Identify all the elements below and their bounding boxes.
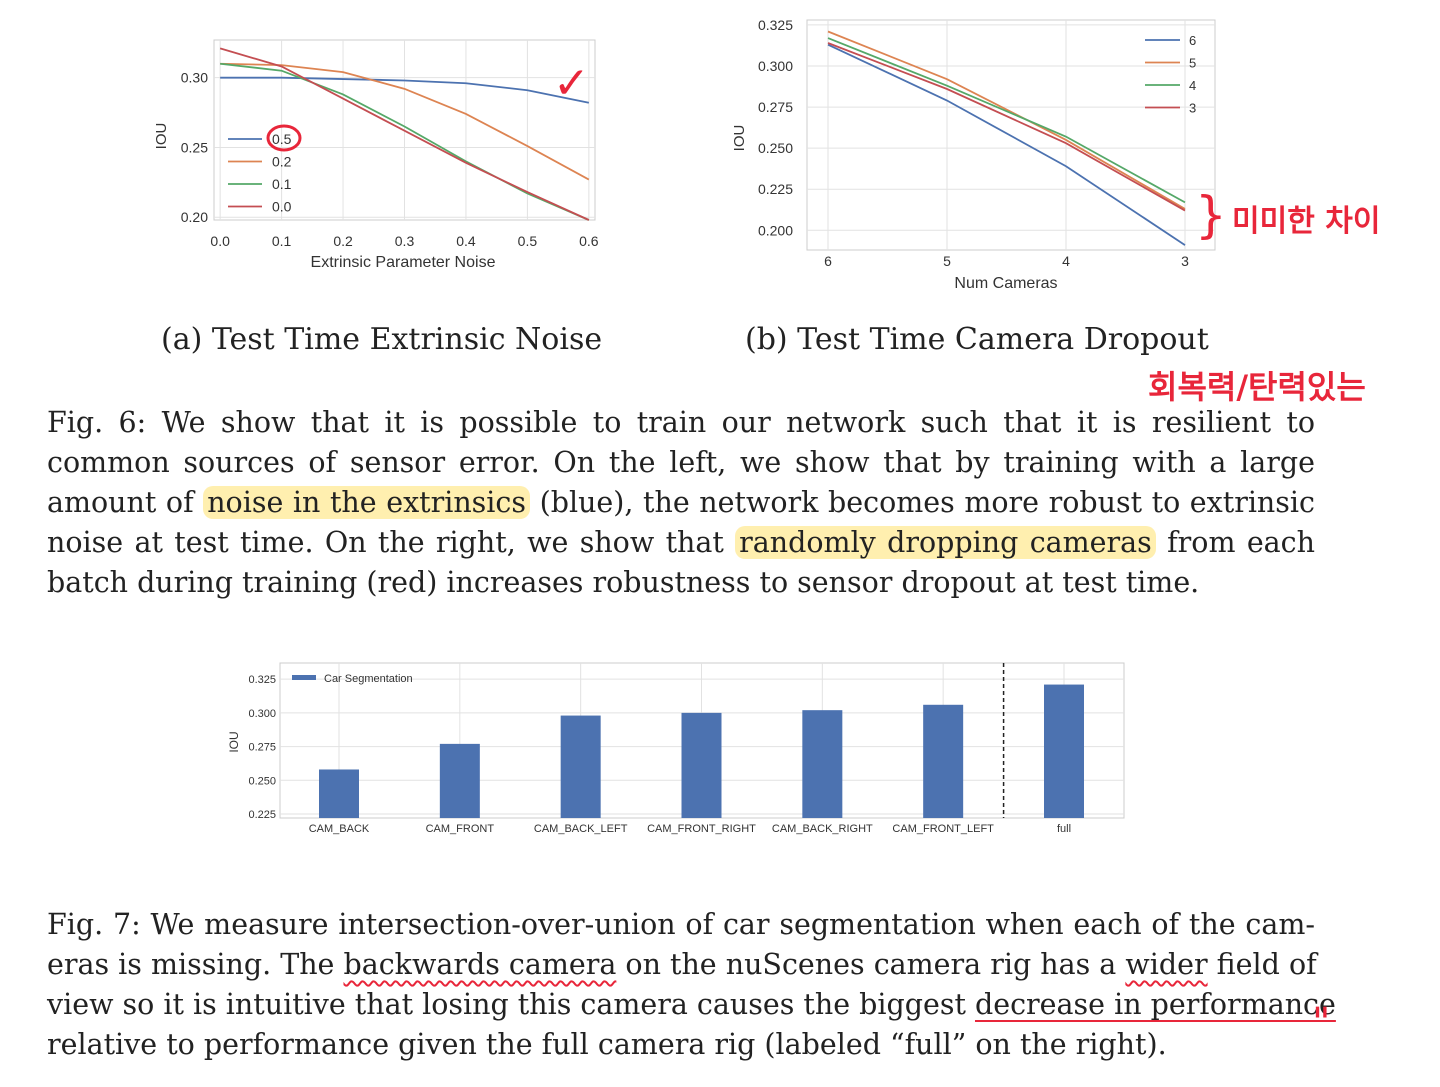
subcaption-a: (a) Test Time Extrinsic Noise xyxy=(161,322,603,357)
chart-extrinsic-noise: 0.0 0.1 0.2 0.3 0.4 0.5 0.6 0.20 0.25 0.30 0.5 0.2… xyxy=(153,39,599,271)
legend-label: 0.2 xyxy=(272,154,292,170)
x-tick-label: 3 xyxy=(1181,253,1189,269)
series-line-6 xyxy=(827,43,1186,246)
note-resilient: 회복력/탄력있는 xyxy=(1148,368,1366,406)
caption-line: view so it is intuitive that losing this… xyxy=(47,988,1336,1021)
y-tick-label: 0.325 xyxy=(248,674,276,686)
x-tick-label: CAM_BACK xyxy=(309,823,370,835)
checkmark-annotation: ✓ xyxy=(553,58,590,109)
y-axis-label: IOU xyxy=(227,731,241,752)
legend-circle-annotation xyxy=(266,124,302,152)
underline-wider: wider xyxy=(1125,948,1208,981)
bar-CAM_FRONT xyxy=(439,743,480,818)
y-tick-label: 0.275 xyxy=(758,99,793,115)
legend-swatch xyxy=(292,675,316,680)
legend-label: 3 xyxy=(1189,101,1196,116)
legend-label: 5 xyxy=(1189,56,1196,71)
caption-line: common sources of sensor error. On the l… xyxy=(47,446,1315,479)
series-line-0.0 xyxy=(219,47,590,221)
subcaption-b: (b) Test Time Camera Dropout xyxy=(745,322,1209,357)
legend-label: Car Segmentation xyxy=(324,673,413,685)
series-line-0.5 xyxy=(220,76,590,104)
series-line-0.2 xyxy=(220,62,590,181)
caption-line: eras is missing. The backwards camera on… xyxy=(47,948,1317,981)
y-tick-label: 0.200 xyxy=(758,222,793,238)
note-small-difference: 미미한 차이 xyxy=(1232,204,1381,239)
x-tick-label: 0.0 xyxy=(210,233,230,249)
highlight-dropping-cameras: randomly dropping cameras xyxy=(735,526,1156,559)
x-tick-label: CAM_FRONT xyxy=(426,823,495,835)
series-line-0.1 xyxy=(220,62,590,221)
brace-annotation: } xyxy=(1195,186,1227,244)
bar-CAM_FRONT_RIGHT xyxy=(681,712,722,818)
caption-line: amount of noise in the extrinsics (blue)… xyxy=(47,486,1315,519)
caption-line: batch during training (red) increases ro… xyxy=(47,566,1200,599)
y-tick-label: 0.250 xyxy=(758,140,793,156)
quote-marks-annotation: " xyxy=(1312,1000,1331,1046)
bar-CAM_BACK_RIGHT xyxy=(802,710,843,818)
x-tick-label: 0.3 xyxy=(395,233,415,249)
underline-decrease-performance: decrease in performance xyxy=(974,988,1336,1021)
fig7-caption: Fig. 7: We measure intersection-over-uni… xyxy=(47,905,1336,1065)
caption-line: relative to performance given the full c… xyxy=(47,1028,1167,1061)
y-tick-label: 0.20 xyxy=(181,209,208,225)
bar-CAM_FRONT_LEFT xyxy=(923,704,964,818)
series-line-3 xyxy=(827,42,1186,212)
fig6-caption: Fig. 6: We show that it is possible to t… xyxy=(47,403,1315,603)
y-tick-label: 0.250 xyxy=(248,775,276,787)
highlight-extrinsics-noise: noise in the extrinsics xyxy=(203,486,531,519)
x-axis-label: Extrinsic Parameter Noise xyxy=(311,254,496,271)
x-tick-label: 0.2 xyxy=(333,233,353,249)
x-tick-label: 6 xyxy=(824,253,832,269)
caption-line: noise at test time. On the right, we sho… xyxy=(47,526,1315,559)
y-tick-label: 0.275 xyxy=(248,742,276,754)
y-tick-label: 0.30 xyxy=(181,70,208,86)
x-tick-label: CAM_BACK_LEFT xyxy=(534,823,628,835)
legend-label: 0.1 xyxy=(272,176,292,192)
x-tick-label: CAM_BACK_RIGHT xyxy=(772,823,873,835)
x-tick-label: 0.6 xyxy=(579,233,599,249)
legend-label: 0.0 xyxy=(272,199,292,215)
caption-line: Fig. 7: We measure intersection-over-uni… xyxy=(47,908,1315,941)
chart-camera-missing-bar: CAM_BACK CAM_FRONT CAM_BACK_LEFT CAM_FRONT_… xyxy=(227,662,1125,835)
x-tick-label: full xyxy=(1057,823,1071,835)
x-tick-label: 0.5 xyxy=(518,233,538,249)
series-line-4 xyxy=(827,37,1186,204)
y-axis-label: IOU xyxy=(731,125,748,152)
x-tick-label: 4 xyxy=(1062,253,1070,269)
x-tick-label: 0.4 xyxy=(456,233,476,249)
bar-full xyxy=(1044,684,1084,818)
underline-backwards-camera: backwards camera xyxy=(343,948,617,981)
y-tick-label: 0.25 xyxy=(181,139,208,155)
bar-CAM_BACK_LEFT xyxy=(560,715,601,818)
x-tick-label: CAM_FRONT_RIGHT xyxy=(647,823,756,835)
y-tick-label: 0.225 xyxy=(758,181,793,197)
legend-label: 4 xyxy=(1189,78,1196,93)
y-tick-label: 0.225 xyxy=(248,809,276,821)
x-tick-label: 0.1 xyxy=(272,233,292,249)
y-tick-label: 0.300 xyxy=(758,58,793,74)
x-tick-label: CAM_FRONT_LEFT xyxy=(892,823,994,835)
legend-label: 0.5 xyxy=(272,131,292,147)
legend-label: 6 xyxy=(1189,33,1196,48)
bar-CAM_BACK xyxy=(319,769,359,818)
series-line-5 xyxy=(827,30,1186,210)
x-axis-label: Num Cameras xyxy=(954,275,1057,292)
x-tick-label: 5 xyxy=(943,253,951,269)
y-tick-label: 0.325 xyxy=(758,17,793,33)
caption-line: Fig. 6: We show that it is possible to t… xyxy=(47,406,1315,439)
y-tick-label: 0.300 xyxy=(248,708,276,720)
y-axis-label: IOU xyxy=(153,123,170,150)
